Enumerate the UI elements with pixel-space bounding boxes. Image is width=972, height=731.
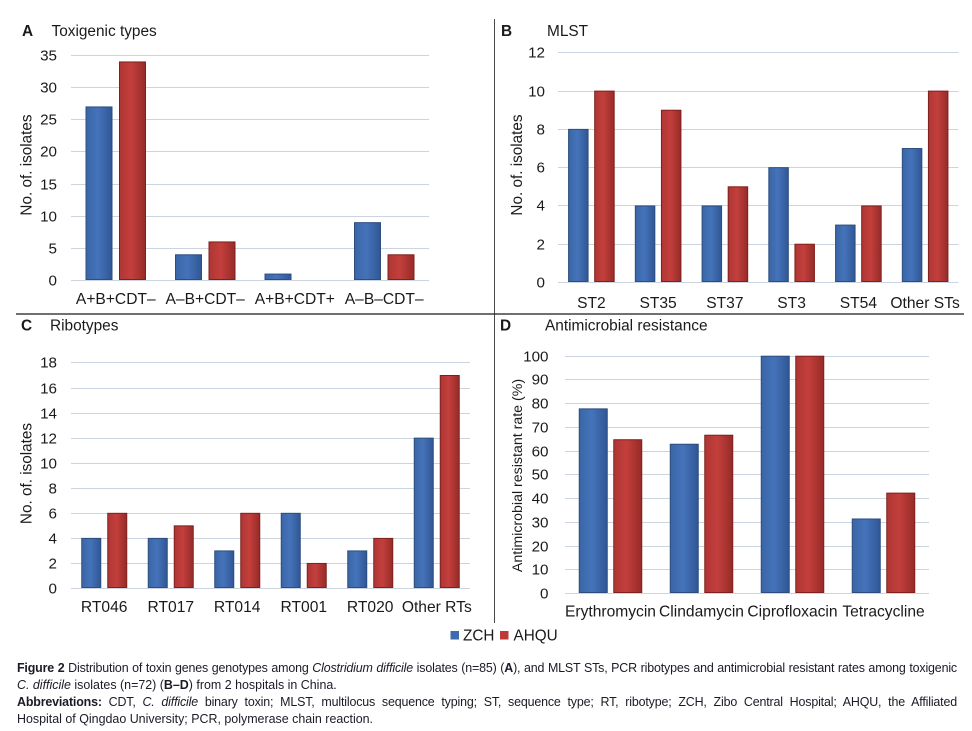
svg-text:RT020: RT020 [347,599,394,616]
svg-text:8: 8 [537,122,545,139]
svg-text:ST2: ST2 [577,295,606,312]
svg-text:A+B+CDT+: A+B+CDT+ [255,291,335,308]
svg-text:2: 2 [537,237,545,254]
svg-text:Toxigenic types: Toxigenic types [52,23,158,40]
svg-text:No. of. isolates: No. of. isolates [509,114,526,216]
svg-text:4: 4 [49,531,57,548]
svg-text:2: 2 [49,556,57,573]
svg-text:A–B+CDT–: A–B+CDT– [166,291,246,308]
svg-text:ST37: ST37 [706,295,743,312]
svg-text:40: 40 [532,491,549,508]
svg-text:16: 16 [40,381,57,398]
svg-text:A+B+CDT–: A+B+CDT– [76,291,156,308]
svg-text:Antimicrobial resistant rate (: Antimicrobial resistant rate (%) [510,379,526,572]
svg-text:RT017: RT017 [148,599,195,616]
svg-text:5: 5 [49,241,57,258]
svg-text:Other RTs: Other RTs [402,599,472,616]
svg-text:20: 20 [532,539,549,556]
svg-text:10: 10 [528,84,545,101]
svg-text:50: 50 [532,467,549,484]
svg-text:A–B–CDT–: A–B–CDT– [345,291,424,308]
svg-text:MLST: MLST [547,23,589,40]
svg-text:25: 25 [40,112,57,129]
svg-text:RT014: RT014 [214,599,261,616]
svg-text:C: C [21,318,32,335]
svg-text:Ciprofloxacin: Ciprofloxacin [747,604,837,621]
svg-text:0: 0 [540,586,548,603]
svg-text:90: 90 [532,372,549,389]
svg-text:Other STs: Other STs [890,295,960,312]
svg-text:14: 14 [40,406,57,423]
svg-text:6: 6 [537,160,545,177]
svg-text:RT001: RT001 [281,599,328,616]
svg-text:No. of. isolates: No. of. isolates [19,114,36,216]
svg-text:Tetracycline: Tetracycline [842,604,924,621]
svg-text:0: 0 [49,273,57,290]
svg-text:Erythromycin: Erythromycin [565,604,656,621]
svg-text:10: 10 [40,456,57,473]
svg-text:ZCH: ZCH [463,628,494,645]
svg-text:18: 18 [40,355,57,372]
svg-text:100: 100 [523,349,548,366]
svg-text:RT046: RT046 [81,599,128,616]
svg-text:35: 35 [40,48,57,65]
svg-text:12: 12 [528,45,545,62]
svg-text:60: 60 [532,444,549,461]
svg-text:Ribotypes: Ribotypes [50,318,119,335]
svg-text:No. of. isolates: No. of. isolates [19,423,36,525]
svg-text:0: 0 [537,275,545,292]
svg-text:10: 10 [532,562,549,579]
svg-text:4: 4 [537,198,545,215]
svg-text:Clindamycin: Clindamycin [659,604,744,621]
svg-text:30: 30 [40,80,57,97]
svg-text:Antimicrobial resistance: Antimicrobial resistance [545,318,708,335]
svg-text:A: A [22,23,33,40]
svg-text:80: 80 [532,396,549,413]
svg-text:70: 70 [532,420,549,437]
svg-text:12: 12 [40,431,57,448]
svg-text:6: 6 [49,506,57,523]
svg-text:ST54: ST54 [840,295,878,312]
svg-text:ST35: ST35 [639,295,677,312]
svg-text:10: 10 [40,209,57,226]
svg-text:D: D [500,318,511,335]
svg-text:20: 20 [40,144,57,161]
svg-text:ST3: ST3 [777,295,806,312]
svg-text:B: B [501,23,512,40]
svg-text:30: 30 [532,515,549,532]
svg-text:AHQU: AHQU [514,628,558,645]
svg-text:15: 15 [40,177,57,194]
svg-text:0: 0 [49,581,57,598]
svg-text:8: 8 [49,481,57,498]
